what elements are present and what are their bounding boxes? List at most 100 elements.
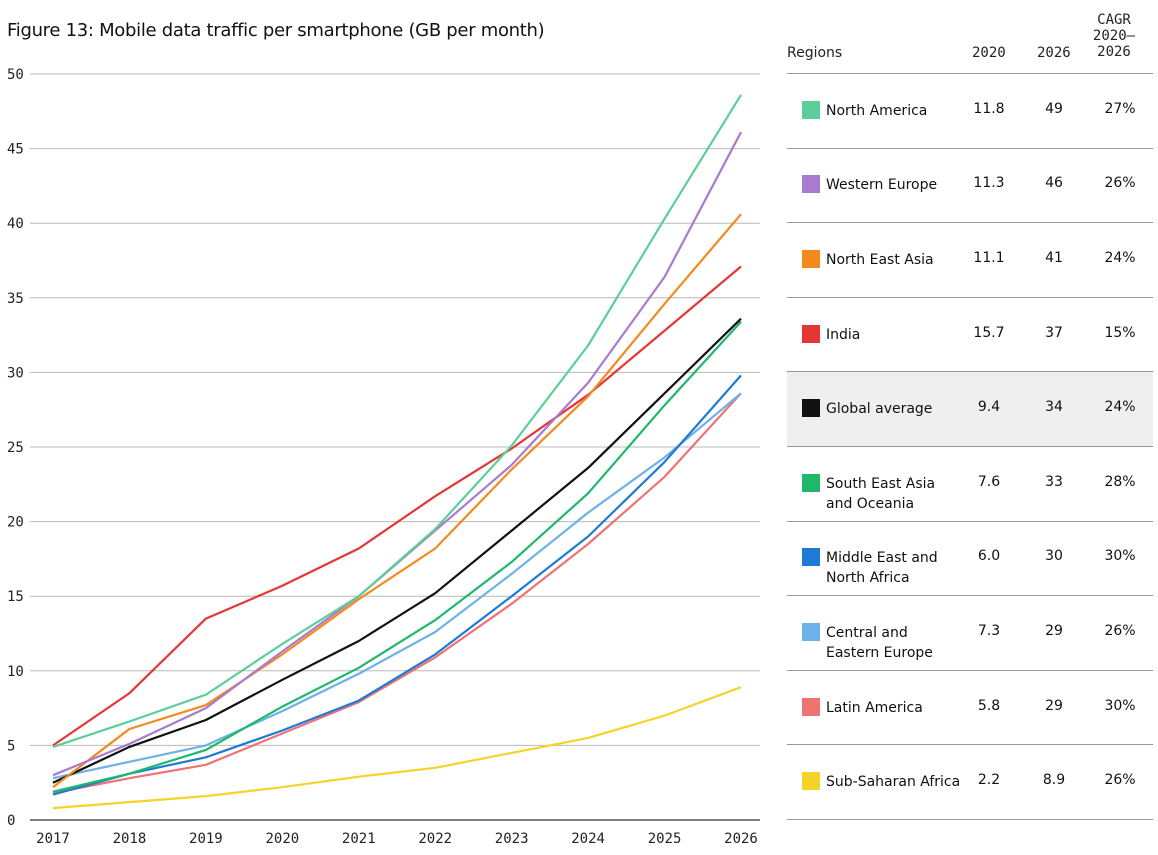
header-regions: Regions <box>787 45 843 61</box>
table-row: India 15.7 37 15% <box>787 298 1153 372</box>
table-divider <box>787 595 1153 597</box>
y-tick-label: 10 <box>7 664 24 680</box>
value-2020: 7.6 <box>977 473 1001 490</box>
region-table: Regions 2020 2026 CAGR 2020– 2026 North … <box>787 0 1153 855</box>
series-line-middle-east-and-north-africa <box>52 374 742 796</box>
region-label: Sub-Saharan Africa <box>826 772 976 792</box>
table-divider <box>787 147 1153 149</box>
x-tick-label: 2020 <box>265 831 299 847</box>
table-row: North East Asia 11.1 41 24% <box>787 223 1153 297</box>
table-divider <box>787 744 1153 746</box>
value-2026: 41 <box>1045 249 1063 266</box>
region-label-line: Middle East and <box>826 550 938 567</box>
table-row: Latin America 5.8 29 30% <box>787 671 1153 745</box>
legend-swatch <box>802 622 820 641</box>
value-2026: 30 <box>1045 548 1063 565</box>
chart-title: Figure 13: Mobile data traffic per smart… <box>7 20 545 41</box>
header-2026: 2026 <box>1037 45 1071 61</box>
table-row: Middle East and North Africa 6.0 30 30% <box>787 522 1153 596</box>
value-cagr: 26% <box>1104 175 1136 192</box>
value-2020: 11.1 <box>973 249 1005 266</box>
table-divider <box>787 669 1153 671</box>
value-2026: 29 <box>1045 622 1063 639</box>
legend-swatch <box>802 697 820 716</box>
x-tick-label: 2023 <box>495 831 529 847</box>
value-2020: 11.3 <box>973 175 1005 192</box>
legend-swatch <box>802 772 820 791</box>
header-cagr-line2: 2020– <box>1092 28 1136 44</box>
value-cagr: 28% <box>1104 473 1136 490</box>
table-divider <box>787 520 1153 522</box>
value-2020: 2.2 <box>977 772 1001 789</box>
value-cagr: 15% <box>1104 324 1136 341</box>
value-2026: 37 <box>1045 324 1063 341</box>
value-2020: 11.8 <box>973 100 1005 117</box>
series-line-north-east-asia <box>52 213 742 789</box>
legend-swatch <box>802 473 820 492</box>
region-label: Global average <box>826 399 976 419</box>
legend-swatch <box>802 175 820 194</box>
region-label-line: Western Europe <box>826 177 938 194</box>
region-label-line: Latin America <box>826 699 923 716</box>
value-cagr: 24% <box>1104 249 1136 266</box>
value-2026: 34 <box>1045 399 1063 416</box>
x-tick-label: 2025 <box>648 831 682 847</box>
table-divider <box>787 819 1153 820</box>
y-tick-label: 15 <box>7 589 24 605</box>
series-line-sub-saharan-africa <box>52 686 742 810</box>
y-tick-label: 0 <box>7 813 15 829</box>
legend-swatch <box>802 100 820 119</box>
series-line-south-east-asia-and-oceania <box>52 320 742 793</box>
series-line-central-and-eastern-europe <box>52 392 742 780</box>
region-label-line: North East Asia <box>826 251 934 268</box>
value-2020: 7.3 <box>977 622 1001 639</box>
region-label: Central and Eastern Europe <box>826 623 976 663</box>
region-label-line: India <box>826 326 861 343</box>
value-cagr: 27% <box>1104 100 1136 117</box>
legend-swatch <box>802 399 820 418</box>
value-2026: 46 <box>1045 175 1063 192</box>
value-2026: 33 <box>1045 473 1063 490</box>
x-tick-label: 2022 <box>418 831 452 847</box>
table-divider <box>787 296 1153 298</box>
table-row: Sub-Saharan Africa 2.2 8.9 26% <box>787 745 1153 819</box>
x-tick-label: 2021 <box>342 831 376 847</box>
table-row: South East Asia and Oceania 7.6 33 28% <box>787 447 1153 521</box>
table-divider <box>787 371 1153 373</box>
value-2020: 6.0 <box>977 548 1001 565</box>
table-row: North America 11.8 49 27% <box>787 74 1153 148</box>
value-cagr: 26% <box>1104 622 1136 639</box>
region-label-line: North America <box>826 102 928 119</box>
x-tick-label: 2018 <box>113 831 147 847</box>
value-2020: 9.4 <box>977 399 1001 416</box>
y-tick-label: 50 <box>7 67 24 83</box>
region-label: Latin America <box>826 698 976 718</box>
value-2026: 49 <box>1045 100 1063 117</box>
y-tick-label: 5 <box>7 738 15 754</box>
value-2020: 15.7 <box>973 324 1005 341</box>
region-label-line: Global average <box>826 401 933 418</box>
header-cagr: CAGR 2020– 2026 <box>1079 12 1149 60</box>
series-line-north-america <box>52 94 742 748</box>
region-label: South East Asia and Oceania <box>826 474 976 514</box>
region-label: North America <box>826 101 976 121</box>
value-2026: 8.9 <box>1042 772 1066 789</box>
value-2026: 29 <box>1045 697 1063 714</box>
series-line-global-average <box>52 317 742 784</box>
table-divider <box>787 222 1153 224</box>
legend-swatch <box>802 249 820 268</box>
x-tick-label: 2024 <box>571 831 605 847</box>
header-cagr-line1: CAGR <box>1097 12 1131 28</box>
y-tick-label: 30 <box>7 365 24 381</box>
series-line-latin-america <box>52 392 742 795</box>
value-2020: 5.8 <box>977 697 1001 714</box>
y-tick-label: 20 <box>7 515 24 531</box>
region-label-line: South East Asia <box>826 475 936 492</box>
x-tick-label: 2019 <box>189 831 223 847</box>
region-label: Middle East and North Africa <box>826 548 976 588</box>
x-tick-label: 2026 <box>724 831 758 847</box>
header-cagr-line3: 2026 <box>1097 44 1131 60</box>
table-divider <box>787 73 1153 74</box>
table-row: Central and Eastern Europe 7.3 29 26% <box>787 596 1153 670</box>
